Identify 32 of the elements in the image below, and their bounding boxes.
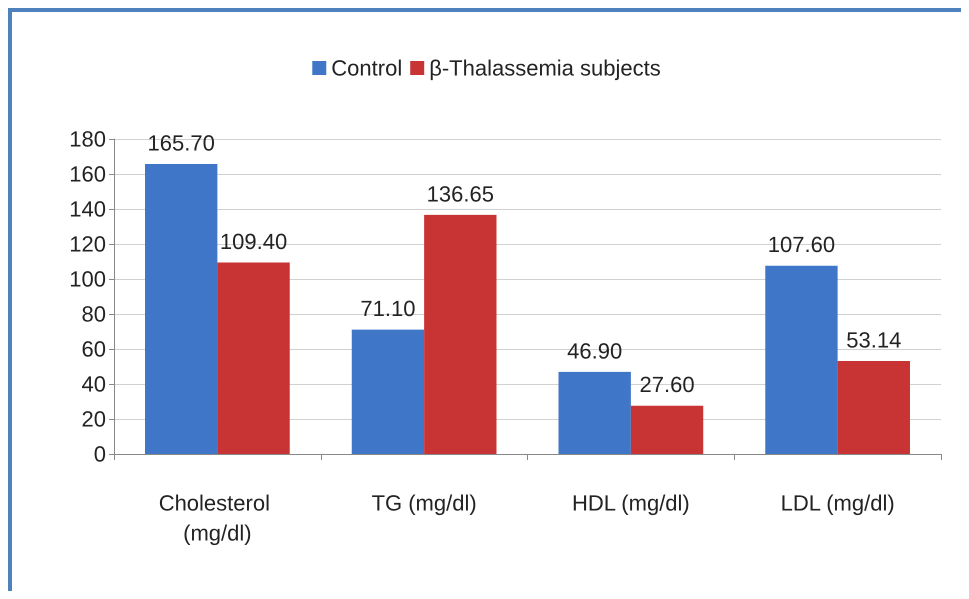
- y-tick-label: 180: [69, 126, 106, 152]
- y-tick-label: 20: [82, 406, 106, 432]
- y-tick-label: 120: [69, 232, 106, 256]
- bar: [630, 406, 704, 454]
- x-tick-label: TG (mg/dl): [372, 490, 477, 516]
- bar: [145, 164, 218, 454]
- bar: [352, 330, 424, 454]
- data-label: 136.65: [426, 181, 494, 206]
- data-label: 53.14: [846, 328, 902, 353]
- y-tick-label: 40: [82, 372, 106, 396]
- x-tick-label: Cholesterol (mg/dl): [158, 490, 276, 546]
- bar: [424, 214, 496, 454]
- y-tick-label: 0: [94, 442, 106, 466]
- data-label: 71.10: [360, 296, 416, 322]
- y-tick-label: 160: [69, 162, 106, 186]
- legend-label: β-Thalassemia subjects: [429, 56, 661, 80]
- bar: [558, 372, 631, 454]
- bar: [765, 266, 838, 454]
- y-tick-label: 140: [69, 196, 106, 222]
- bar: [217, 262, 290, 454]
- x-tick-label: HDL (mg/dl): [572, 490, 690, 516]
- y-tick-label: 60: [82, 336, 106, 362]
- y-tick-label: 100: [69, 266, 106, 292]
- data-label: 46.90: [567, 338, 622, 364]
- data-label: 165.70: [148, 130, 215, 156]
- y-tick-label: 80: [82, 302, 106, 326]
- data-label: 107.60: [768, 232, 836, 258]
- data-label: 109.40: [220, 229, 288, 254]
- legend-label: Control: [331, 56, 402, 80]
- x-tick-label: LDL (mg/dl): [780, 490, 895, 516]
- data-label: 27.60: [640, 372, 695, 398]
- bar: [838, 361, 910, 454]
